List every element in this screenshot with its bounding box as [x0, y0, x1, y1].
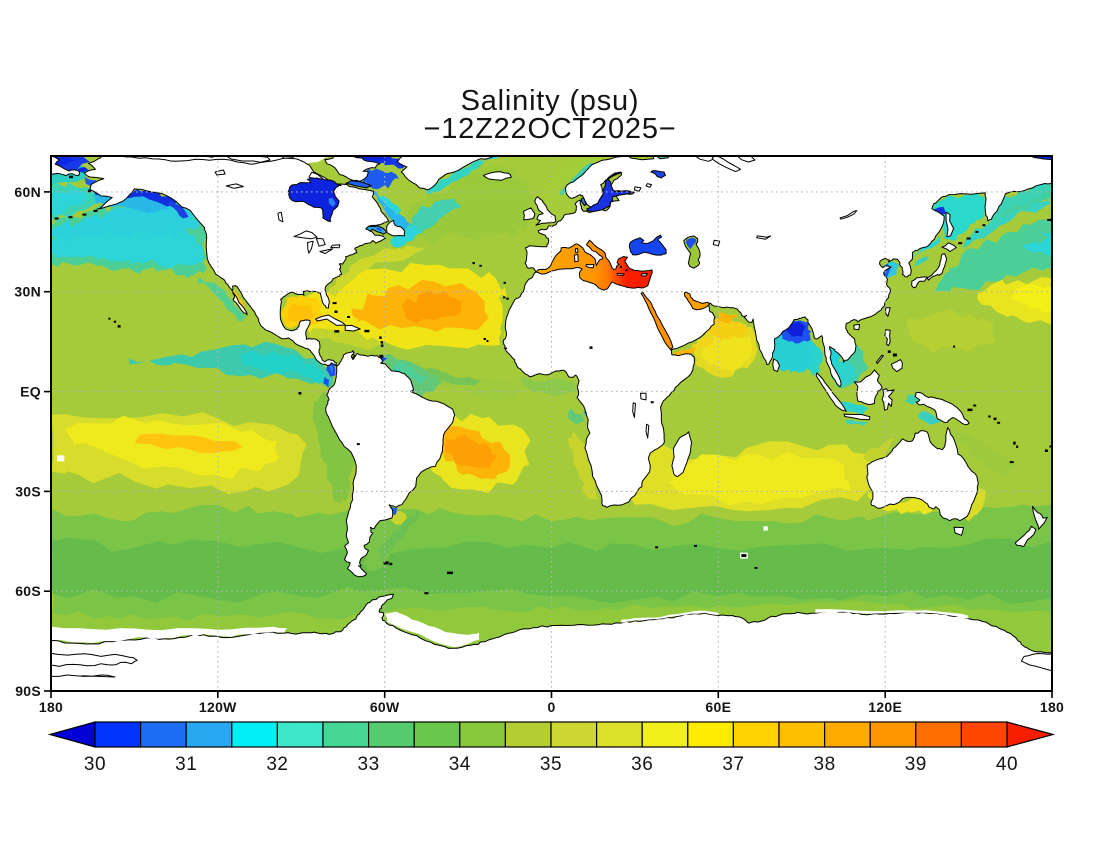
svg-text:38: 38 — [814, 754, 836, 775]
svg-text:33: 33 — [358, 754, 380, 775]
svg-text:35: 35 — [540, 754, 562, 775]
svg-text:37: 37 — [722, 754, 744, 775]
svg-text:30N: 30N — [14, 284, 41, 300]
svg-text:120E: 120E — [868, 699, 902, 715]
svg-text:36: 36 — [631, 754, 653, 775]
svg-text:39: 39 — [905, 754, 927, 775]
svg-text:0: 0 — [547, 699, 555, 715]
svg-text:180: 180 — [39, 699, 63, 715]
svg-text:34: 34 — [449, 754, 471, 775]
svg-text:120W: 120W — [199, 699, 237, 715]
svg-text:60E: 60E — [705, 699, 731, 715]
svg-text:30: 30 — [84, 754, 106, 775]
svg-text:−12Z22OCT2025−: −12Z22OCT2025− — [423, 113, 676, 145]
svg-text:40: 40 — [996, 754, 1018, 775]
svg-text:60W: 60W — [370, 699, 400, 715]
svg-text:90S: 90S — [15, 683, 41, 699]
svg-text:31: 31 — [175, 754, 197, 775]
svg-text:30S: 30S — [15, 483, 41, 499]
svg-text:60N: 60N — [14, 184, 41, 200]
svg-text:60S: 60S — [15, 583, 41, 599]
svg-text:EQ: EQ — [20, 384, 41, 400]
svg-text:180: 180 — [1040, 699, 1064, 715]
svg-text:32: 32 — [266, 754, 288, 775]
svg-text:Salinity (psu): Salinity (psu) — [461, 85, 640, 117]
